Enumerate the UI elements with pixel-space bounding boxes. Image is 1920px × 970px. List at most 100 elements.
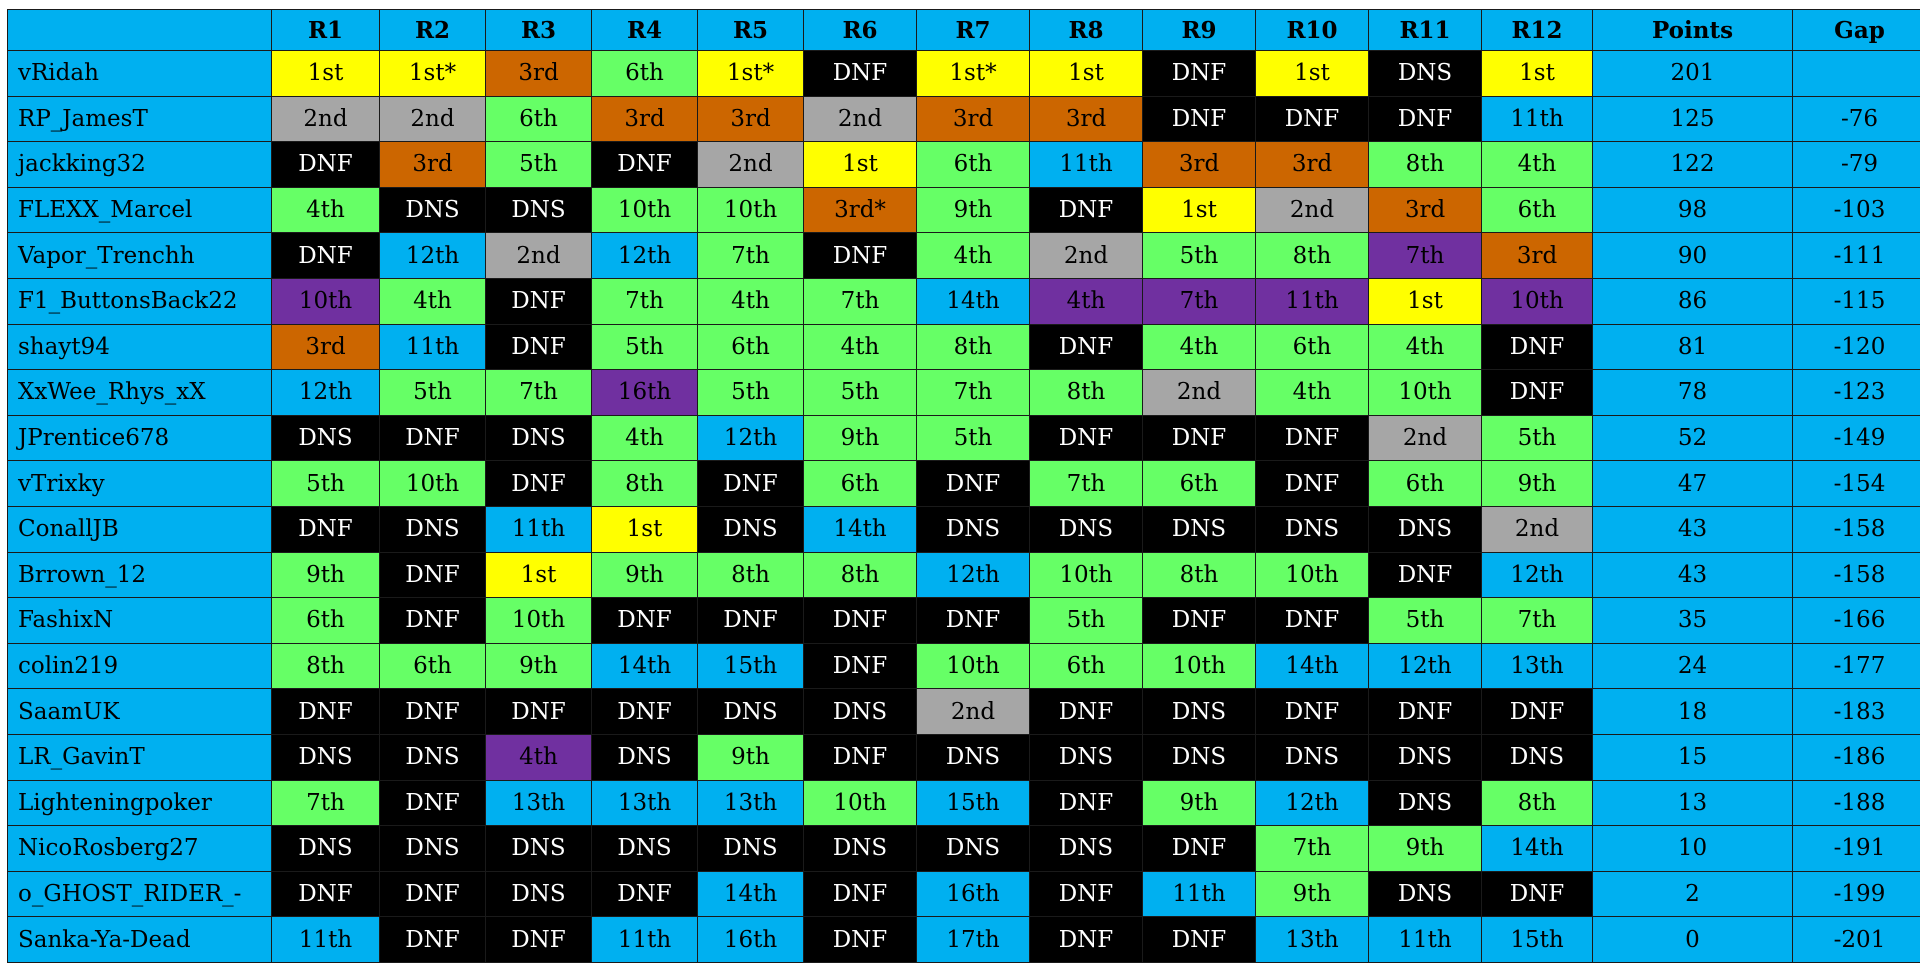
race-result-cell: 10th xyxy=(271,277,380,325)
race-result-cell: DNS xyxy=(916,505,1030,553)
header-round: R2 xyxy=(379,9,486,51)
race-result-cell: 1st xyxy=(1481,50,1593,97)
race-result-cell: 16th xyxy=(697,916,804,963)
race-result-cell: 6th xyxy=(485,95,592,143)
points-cell: 15 xyxy=(1592,733,1793,781)
race-result-cell: 2nd xyxy=(485,232,592,279)
race-result-cell: DNF xyxy=(1142,825,1256,872)
race-result-cell: DNS xyxy=(1368,50,1482,97)
race-result-cell: 7th xyxy=(1142,277,1256,325)
gap-cell: -123 xyxy=(1792,369,1920,416)
race-result-cell: 9th xyxy=(803,414,917,462)
header-driver xyxy=(7,9,272,51)
race-result-cell: 5th xyxy=(1481,414,1593,462)
race-result-cell: 6th xyxy=(379,642,486,690)
points-cell: 18 xyxy=(1592,688,1793,735)
gap-cell: -188 xyxy=(1792,779,1920,827)
race-result-cell: 9th xyxy=(271,551,380,599)
race-result-cell: 10th xyxy=(485,597,592,644)
gap-cell: -149 xyxy=(1792,414,1920,462)
race-result-cell: 1st* xyxy=(916,50,1030,97)
header-round: R3 xyxy=(485,9,592,51)
race-result-cell: 8th xyxy=(1481,779,1593,827)
race-result-cell: DNF xyxy=(803,870,917,918)
race-result-cell: 4th xyxy=(591,414,698,462)
driver-name: Vapor_Trenchh xyxy=(7,232,272,279)
driver-name: FLEXX_Marcel xyxy=(7,186,272,234)
race-result-cell: DNF xyxy=(1255,597,1369,644)
race-result-cell: DNF xyxy=(1142,597,1256,644)
race-result-cell: 6th xyxy=(1255,323,1369,371)
race-result-cell: 2nd xyxy=(379,95,486,143)
race-result-cell: 14th xyxy=(697,870,804,918)
race-result-cell: 3rd xyxy=(591,95,698,143)
header-points: Points xyxy=(1592,9,1793,51)
race-result-cell: DNF xyxy=(1029,870,1143,918)
race-result-cell: 17th xyxy=(916,916,1030,963)
race-result-cell: DNF xyxy=(591,597,698,644)
race-result-cell: 4th xyxy=(1368,323,1482,371)
table-row: shayt94 3rd 11th DNF 5th 6th 4th 8th DNF 4th 6th 4t… xyxy=(7,323,1920,371)
race-result-cell: 16th xyxy=(591,369,698,416)
points-cell: 98 xyxy=(1592,186,1793,234)
race-result-cell: DNF xyxy=(485,460,592,507)
race-result-cell: DNS xyxy=(591,733,698,781)
gap-cell xyxy=(1792,50,1920,97)
race-result-cell: 15th xyxy=(916,779,1030,827)
points-cell: 125 xyxy=(1592,95,1793,143)
table-row: FLEXX_Marcel 4th DNS DNS 10th 10th 3rd* 9th DNF 1… xyxy=(7,186,1920,234)
race-result-cell: DNF xyxy=(379,779,486,827)
race-result-cell: 7th xyxy=(271,779,380,827)
race-result-cell: 9th xyxy=(591,551,698,599)
table-row: jackking32 DNF 3rd 5th DNF 2nd 1st 6th 11th 3rd 3r… xyxy=(7,141,1920,188)
race-result-cell: DNS xyxy=(379,505,486,553)
driver-name: shayt94 xyxy=(7,323,272,371)
race-result-cell: 8th xyxy=(1142,551,1256,599)
driver-name: colin219 xyxy=(7,642,272,690)
gap-cell: -154 xyxy=(1792,460,1920,507)
driver-name: XxWee_Rhys_xX xyxy=(7,369,272,416)
race-result-cell: 9th xyxy=(916,186,1030,234)
race-result-cell: 2nd xyxy=(271,95,380,143)
race-result-cell: DNS xyxy=(1142,733,1256,781)
race-result-cell: DNF xyxy=(803,50,917,97)
table-row: colin219 8th 6th 9th 14th 15th DNF 10th 6th 10th 1… xyxy=(7,642,1920,690)
gap-cell: -103 xyxy=(1792,186,1920,234)
race-result-cell: 3rd xyxy=(916,95,1030,143)
race-result-cell: 5th xyxy=(916,414,1030,462)
table-row: Lighteningpoker 7th DNF 13th 13th 13th 10th 15t… xyxy=(7,779,1920,827)
race-result-cell: DNS xyxy=(1255,505,1369,553)
race-result-cell: 1st xyxy=(485,551,592,599)
race-result-cell: 8th xyxy=(1255,232,1369,279)
race-result-cell: 5th xyxy=(803,369,917,416)
driver-name: LR_GavinT xyxy=(7,733,272,781)
table-header: R1 R2 R3 R4 R5 R6 R7 R8 R9 R10 R11 R12 Points Gap xyxy=(7,9,1920,51)
race-result-cell: 7th xyxy=(1255,825,1369,872)
race-result-cell: DNF xyxy=(379,414,486,462)
race-result-cell: DNF xyxy=(1481,323,1593,371)
gap-cell: -79 xyxy=(1792,141,1920,188)
race-result-cell: 4th xyxy=(271,186,380,234)
race-result-cell: 10th xyxy=(591,186,698,234)
race-result-cell: DNF xyxy=(271,870,380,918)
driver-name: Brrown_12 xyxy=(7,551,272,599)
race-result-cell: 2nd xyxy=(916,688,1030,735)
driver-name: vRidah xyxy=(7,50,272,97)
race-result-cell: 1st xyxy=(1029,50,1143,97)
race-result-cell: 11th xyxy=(379,323,486,371)
race-result-cell: 2nd xyxy=(1255,186,1369,234)
race-result-cell: DNS xyxy=(697,688,804,735)
race-result-cell: 10th xyxy=(1029,551,1143,599)
race-result-cell: 1st xyxy=(803,141,917,188)
header-round: R8 xyxy=(1029,9,1143,51)
header-round: R11 xyxy=(1368,9,1482,51)
race-result-cell: 9th xyxy=(1481,460,1593,507)
race-result-cell: 11th xyxy=(271,916,380,963)
race-result-cell: DNF xyxy=(1481,369,1593,416)
race-result-cell: 4th xyxy=(485,733,592,781)
race-result-cell: DNF xyxy=(271,688,380,735)
race-result-cell: 3rd xyxy=(1142,141,1256,188)
race-result-cell: 3rd* xyxy=(803,186,917,234)
race-result-cell: 5th xyxy=(485,141,592,188)
race-result-cell: DNS xyxy=(1368,779,1482,827)
